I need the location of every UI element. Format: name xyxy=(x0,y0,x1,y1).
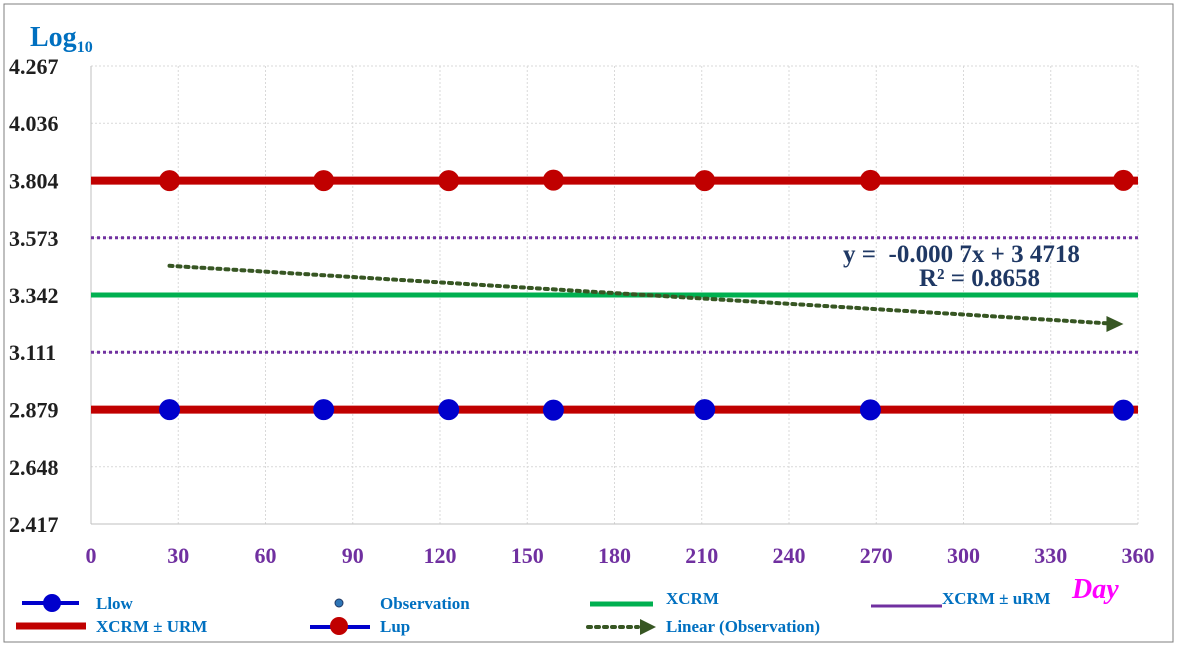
legend-xcrm-label: XCRM xyxy=(666,589,719,608)
llow-point xyxy=(859,399,881,421)
y-axis-title-subscript: 10 xyxy=(77,39,93,56)
legend-lup-label: Lup xyxy=(380,617,410,636)
legend-llow-label: Llow xyxy=(96,594,134,613)
tick-labels: 0 30 60 90 120 150 180 210 240 270 300 330 360 2.417 2… xyxy=(9,54,1155,568)
y-tick-label: 2.648 xyxy=(9,455,59,480)
legend-xcrm-urm-large-label: XCRM ± URM xyxy=(96,617,207,636)
lup-point xyxy=(694,170,716,192)
x-axis-title: Day xyxy=(1071,574,1119,605)
x-tick-label: 330 xyxy=(1034,543,1067,568)
x-tick-label: 60 xyxy=(255,543,277,568)
x-tick-label: 180 xyxy=(598,543,631,568)
y-tick-label: 4.267 xyxy=(9,54,59,79)
x-tick-label: 270 xyxy=(860,543,893,568)
y-tick-label: 4.036 xyxy=(9,111,59,136)
y-tick-label: 2.879 xyxy=(9,398,59,423)
legend-xcrm-urm-small-label: XCRM ± uRM xyxy=(942,589,1050,608)
legend: Llow Observation XCRM XCRM ± uRM XCRM ± URM L… xyxy=(16,589,1050,636)
legend-llow-marker xyxy=(43,594,61,612)
linear-trend-arrowhead xyxy=(1106,315,1124,332)
y-tick-label: 3.342 xyxy=(9,283,59,308)
x-tick-label: 120 xyxy=(424,543,457,568)
legend-linear-arrowhead xyxy=(640,619,656,635)
lup-point xyxy=(159,170,181,192)
llow-point xyxy=(159,399,181,421)
series xyxy=(91,169,1138,421)
x-tick-label: 360 xyxy=(1122,543,1155,568)
trendline-r-squared: R² = 0.8658 xyxy=(919,265,1040,292)
lup-point xyxy=(1112,169,1134,191)
legend-observation-label: Observation xyxy=(380,594,470,613)
llow-point xyxy=(438,399,460,421)
llow-point xyxy=(313,399,335,421)
linear-trend-line xyxy=(167,263,1112,326)
x-tick-label: 210 xyxy=(685,543,718,568)
x-tick-label: 90 xyxy=(342,543,364,568)
trendline-equation: y = -0.000 7x + 3 4718 xyxy=(843,241,1080,268)
y-axis-title: Log10 xyxy=(30,22,93,56)
llow-point xyxy=(542,399,564,421)
legend-linear-label: Linear (Observation) xyxy=(666,617,820,636)
lup-point xyxy=(313,170,335,192)
x-tick-label: 300 xyxy=(947,543,980,568)
lup-point xyxy=(438,170,460,192)
x-tick-label: 240 xyxy=(773,543,806,568)
llow-point xyxy=(1112,399,1134,421)
llow-point xyxy=(694,399,716,421)
y-tick-label: 3.111 xyxy=(9,340,56,365)
lup-point xyxy=(859,169,881,191)
legend-lup-marker xyxy=(330,617,348,635)
x-tick-label: 30 xyxy=(167,543,189,568)
x-tick-label: 150 xyxy=(511,543,544,568)
chart-frame xyxy=(3,3,1174,643)
y-tick-label: 3.804 xyxy=(9,169,59,194)
x-tick-label: 0 xyxy=(86,543,97,568)
legend-observation-marker xyxy=(334,598,344,608)
lup-point xyxy=(542,169,564,191)
y-tick-label: 3.573 xyxy=(9,226,59,251)
y-tick-label: 2.417 xyxy=(9,512,59,537)
